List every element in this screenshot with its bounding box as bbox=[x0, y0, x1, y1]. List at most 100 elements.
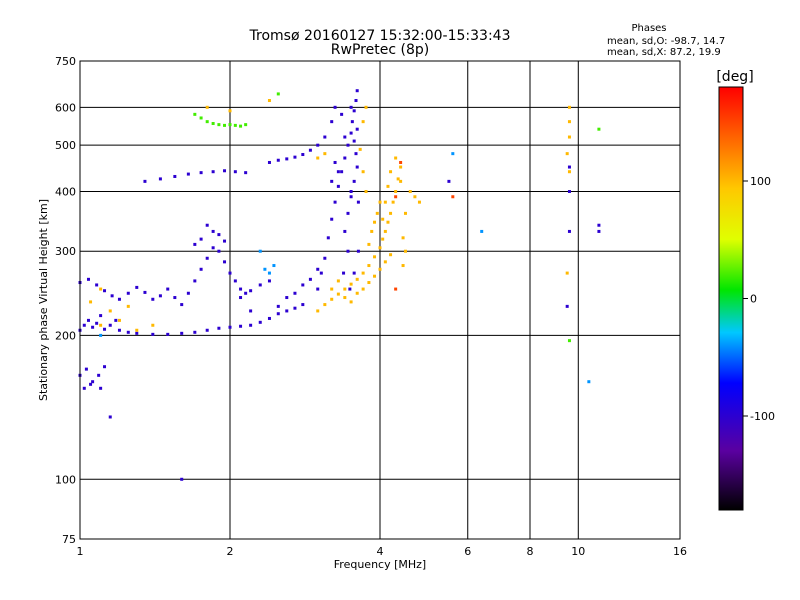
data-point bbox=[354, 99, 358, 103]
data-point bbox=[276, 158, 280, 162]
x-tick-label: 16 bbox=[673, 545, 687, 558]
data-point bbox=[378, 200, 382, 204]
data-point bbox=[89, 382, 93, 386]
data-point bbox=[567, 135, 571, 139]
data-point bbox=[330, 120, 334, 124]
data-point bbox=[346, 211, 350, 215]
data-point bbox=[217, 233, 221, 237]
data-point bbox=[323, 135, 327, 139]
data-point bbox=[205, 105, 209, 109]
data-point bbox=[285, 309, 289, 313]
data-point bbox=[126, 330, 130, 334]
data-point bbox=[233, 170, 237, 174]
data-point bbox=[323, 152, 327, 156]
data-point bbox=[199, 267, 203, 271]
data-point bbox=[110, 294, 114, 298]
data-point bbox=[343, 156, 347, 160]
data-point bbox=[330, 179, 334, 183]
data-point bbox=[358, 147, 362, 151]
data-point bbox=[350, 120, 354, 124]
data-point bbox=[354, 152, 358, 156]
data-point bbox=[285, 157, 289, 161]
data-point bbox=[396, 177, 400, 181]
data-point bbox=[348, 287, 352, 291]
data-point bbox=[323, 303, 327, 307]
data-point bbox=[95, 321, 99, 325]
colorbar-tick-label: 0 bbox=[750, 293, 757, 306]
data-point bbox=[117, 328, 121, 332]
data-point bbox=[346, 249, 350, 253]
data-point bbox=[389, 170, 393, 174]
data-point bbox=[383, 200, 387, 204]
data-point bbox=[308, 277, 312, 281]
data-point bbox=[143, 290, 147, 294]
data-point bbox=[333, 200, 337, 204]
data-point bbox=[364, 105, 368, 109]
data-point bbox=[316, 143, 320, 147]
data-point bbox=[86, 277, 90, 281]
colorbar-tick-label: 100 bbox=[750, 175, 771, 188]
data-point bbox=[364, 189, 368, 193]
data-point bbox=[403, 211, 407, 215]
data-point bbox=[228, 109, 232, 113]
data-point bbox=[276, 312, 280, 316]
data-point bbox=[403, 249, 407, 253]
data-point bbox=[343, 135, 347, 139]
data-point bbox=[326, 236, 330, 240]
data-point bbox=[267, 316, 271, 320]
data-point bbox=[408, 189, 412, 193]
data-point bbox=[336, 279, 340, 283]
data-point bbox=[394, 195, 398, 199]
data-point bbox=[180, 477, 184, 481]
data-point bbox=[451, 195, 455, 199]
data-point bbox=[267, 99, 271, 103]
data-point bbox=[199, 116, 203, 120]
data-point bbox=[151, 332, 155, 336]
data-point bbox=[373, 220, 377, 224]
data-point bbox=[193, 242, 197, 246]
data-point bbox=[114, 318, 118, 322]
data-point bbox=[401, 264, 405, 268]
data-point bbox=[370, 229, 374, 233]
x-tick-label: 1 bbox=[77, 545, 84, 558]
data-point bbox=[389, 211, 393, 215]
data-point bbox=[413, 195, 417, 199]
data-point bbox=[367, 242, 371, 246]
data-point bbox=[258, 320, 262, 324]
data-point bbox=[373, 274, 377, 278]
data-point bbox=[343, 229, 347, 233]
data-point bbox=[447, 179, 451, 183]
data-point bbox=[361, 271, 365, 275]
data-point bbox=[597, 127, 601, 131]
data-point bbox=[186, 291, 190, 295]
data-point bbox=[103, 327, 107, 331]
data-point bbox=[117, 297, 121, 301]
data-point bbox=[223, 123, 227, 127]
data-point bbox=[249, 289, 253, 293]
data-point bbox=[361, 170, 365, 174]
data-point bbox=[383, 260, 387, 264]
data-point bbox=[333, 105, 337, 109]
data-point bbox=[211, 229, 215, 233]
data-points bbox=[78, 89, 601, 481]
grid-lines bbox=[80, 61, 680, 539]
colorbar bbox=[718, 86, 744, 511]
data-point bbox=[349, 282, 353, 286]
data-point bbox=[180, 303, 184, 307]
data-point bbox=[99, 287, 103, 291]
data-point bbox=[386, 220, 390, 224]
data-point bbox=[143, 179, 147, 183]
data-point bbox=[276, 92, 280, 96]
data-point bbox=[355, 277, 359, 281]
data-point bbox=[330, 287, 334, 291]
data-point bbox=[336, 292, 340, 296]
data-point bbox=[244, 291, 248, 295]
data-point bbox=[108, 415, 112, 419]
data-point bbox=[343, 296, 347, 300]
data-point bbox=[193, 112, 197, 116]
data-point bbox=[108, 309, 112, 313]
y-tick-label: 75 bbox=[62, 533, 76, 546]
data-point bbox=[285, 296, 289, 300]
data-point bbox=[567, 189, 571, 193]
data-point bbox=[349, 131, 353, 135]
